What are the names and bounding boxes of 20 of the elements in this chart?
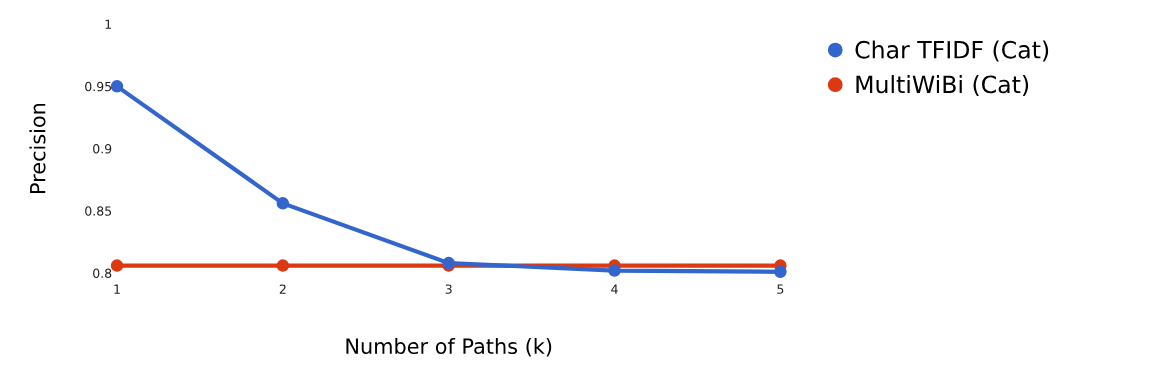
y-tick-label: 0.95 <box>85 81 112 92</box>
y-tick-label: 0.9 <box>93 144 112 154</box>
point <box>774 265 787 279</box>
legend-label: Char TFIDF (Cat) <box>855 40 1049 62</box>
legend-label: MultiWiBi (Cat) <box>856 75 1029 97</box>
point <box>608 264 621 277</box>
point <box>276 197 290 210</box>
x-tick-label: 4 <box>611 284 618 294</box>
y-axis-title: Precision <box>29 103 46 194</box>
x-tick-label: 3 <box>445 284 452 294</box>
y-tick-label: 1 <box>105 19 111 29</box>
y-tick-label: 0.8 <box>93 268 112 278</box>
x-axis-title: Number of Paths (k) <box>346 337 552 357</box>
point <box>276 259 290 272</box>
x-tick-label: 1 <box>114 284 120 294</box>
point <box>110 80 124 93</box>
x-tick-label: 2 <box>279 284 286 294</box>
x-tick-label: 5 <box>777 284 784 294</box>
point <box>110 259 124 272</box>
y-tick-label: 0.85 <box>85 206 112 216</box>
